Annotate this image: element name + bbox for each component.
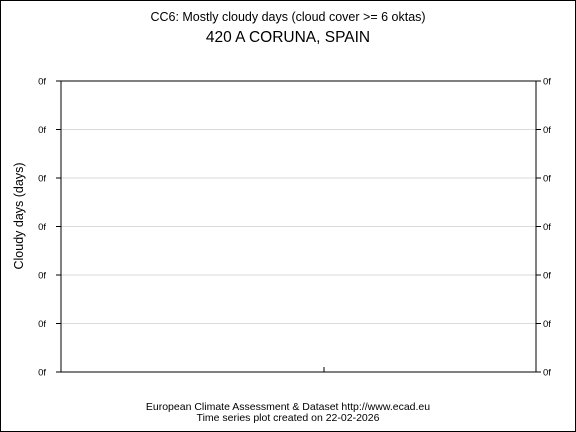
grid-lines xyxy=(61,129,536,324)
y-tick-label-left: 0f xyxy=(38,125,46,136)
y-tick-label-left: 0f xyxy=(38,174,46,185)
footer-source: European Climate Assessment & Dataset ht… xyxy=(146,401,430,413)
y-tick-label-right: 0f xyxy=(543,368,551,379)
y-tick-label-left: 0f xyxy=(38,368,46,379)
y-tick-label-right: 0f xyxy=(543,77,551,88)
y-tick-label-right: 0f xyxy=(543,222,551,233)
chart-title: CC6: Mostly cloudy days (cloud cover >= … xyxy=(150,10,425,24)
y-tick-label-right: 0f xyxy=(543,319,551,330)
y-tick-label-right: 0f xyxy=(543,174,551,185)
y-tick-label-left: 0f xyxy=(38,77,46,88)
y-tick-label-right: 0f xyxy=(543,271,551,282)
y-tick-label-left: 0f xyxy=(38,271,46,282)
y-tick-label-left: 0f xyxy=(38,319,46,330)
y-axis-ticks: 0f 0f 0f 0f 0f 0f 0f 0f 0f 0f 0f 0f 0f 0f xyxy=(38,77,551,379)
footer-created: Time series plot created on 22-02-2026 xyxy=(197,412,380,424)
chart-subtitle: 420 A CORUNA, SPAIN xyxy=(206,29,370,46)
y-axis-label: Cloudy days (days) xyxy=(12,163,26,270)
y-tick-label-left: 0f xyxy=(38,222,46,233)
y-tick-label-right: 0f xyxy=(543,125,551,136)
